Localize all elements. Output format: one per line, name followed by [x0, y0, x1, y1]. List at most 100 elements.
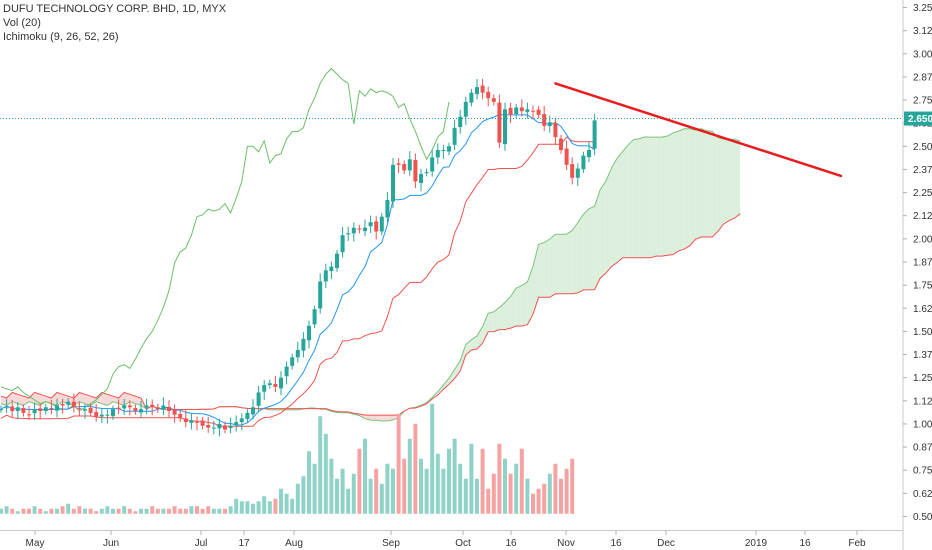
candle-body: [127, 405, 132, 408]
volume-bar: [71, 508, 76, 514]
candle-body: [419, 174, 423, 183]
cloud-segment: [85, 394, 91, 406]
volume-bar: [116, 508, 121, 514]
y-tick-label: 0.875: [913, 443, 932, 454]
volume-bar: [564, 468, 569, 514]
candle-body: [43, 407, 48, 411]
volume-bar: [385, 463, 390, 514]
trend-line: [554, 82, 843, 178]
candle-body: [88, 407, 93, 413]
cloud-segment: [645, 136, 651, 258]
candle-body: [351, 227, 356, 234]
volume-bar: [155, 508, 160, 514]
volume-bar: [55, 508, 59, 514]
volume-bar: [200, 508, 205, 514]
volume-bar: [105, 506, 110, 514]
candle-body: [267, 383, 272, 386]
candle-body: [77, 408, 82, 410]
candle-body: [223, 425, 227, 430]
cloud-segment: [589, 206, 595, 290]
cloud-segment: [443, 378, 449, 390]
candle-body: [318, 281, 323, 309]
candle-body: [514, 107, 519, 115]
y-tick-label: 3.000: [913, 49, 932, 60]
candle-body: [396, 163, 401, 165]
candle-body: [178, 413, 183, 419]
y-tick-label: 2.000: [913, 234, 932, 245]
volume-bar: [547, 473, 552, 514]
candle-body: [469, 92, 474, 103]
volume-bar: [301, 476, 306, 514]
candle-body: [374, 221, 379, 232]
chikou-span-line: [0, 67, 450, 412]
cloud-segment: [695, 128, 701, 240]
candle-body: [290, 357, 295, 366]
y-tick-label: 1.750: [913, 281, 932, 292]
cloud-segment: [51, 392, 57, 406]
candle-body: [94, 412, 99, 417]
volume-bar: [49, 508, 54, 514]
cloud-segment: [17, 394, 24, 406]
volume-bar: [514, 463, 519, 514]
cloud-segment: [129, 394, 136, 404]
volume-bar: [475, 478, 479, 514]
cloud-segment: [684, 128, 690, 250]
cloud-segment: [706, 130, 713, 238]
candle-body: [587, 150, 591, 158]
candle-body: [116, 407, 121, 410]
candle-body: [71, 401, 76, 408]
volume-bar: [435, 453, 440, 514]
volume-bar: [357, 448, 362, 514]
volume-bar: [407, 438, 412, 514]
volume-bar: [21, 508, 26, 514]
cloud-segment: [600, 181, 606, 279]
volume-bar: [60, 506, 65, 514]
y-tick-label: 2.750: [913, 96, 932, 107]
cloud-segment: [135, 396, 141, 406]
candle-body: [391, 164, 395, 202]
cloud-segment: [482, 313, 489, 344]
candle-body: [55, 405, 59, 411]
x-tick-label: Aug: [285, 538, 303, 549]
volume-bar: [228, 506, 233, 514]
candle-body: [452, 127, 457, 145]
candle-body: [542, 114, 547, 126]
x-tick-label: 17: [238, 538, 250, 549]
volume-bar: [77, 506, 82, 514]
candle-body: [463, 101, 468, 117]
volume-bar: [251, 503, 255, 514]
candle-body: [435, 150, 440, 158]
candle-body: [155, 407, 160, 410]
candle-body: [357, 228, 362, 230]
volume-bar: [27, 508, 31, 514]
ichimoku-indicator-label[interactable]: Ichimoku (9, 26, 52, 26): [3, 31, 119, 43]
cloud-segment: [79, 392, 85, 404]
candle-body: [10, 406, 15, 411]
volume-bar: [262, 496, 267, 514]
volume-bar: [307, 451, 311, 514]
candle-body: [531, 110, 535, 112]
volume-bar: [335, 478, 339, 514]
candle-body: [206, 425, 211, 428]
volume-bar: [284, 493, 289, 514]
volume-bar: [211, 508, 216, 514]
volume-indicator-label[interactable]: Vol (20): [3, 17, 41, 29]
candle-body: [301, 338, 306, 351]
candle-body: [133, 408, 138, 411]
y-tick-label: 1.000: [913, 419, 932, 430]
volume-bar: [402, 458, 407, 514]
cloud-segment: [521, 281, 528, 327]
candle-body: [83, 409, 87, 411]
candle-body: [480, 85, 485, 93]
last-price-label: 2.650: [908, 114, 932, 125]
x-tick-label: Jun: [103, 538, 119, 549]
candle-body: [424, 172, 429, 174]
candle-body: [172, 409, 177, 415]
candle-body: [346, 233, 351, 235]
cloud-segment: [639, 136, 645, 258]
candle-body: [503, 109, 507, 145]
volume-bar: [217, 508, 222, 514]
candle-body: [251, 407, 255, 415]
volume-bar: [223, 508, 227, 514]
